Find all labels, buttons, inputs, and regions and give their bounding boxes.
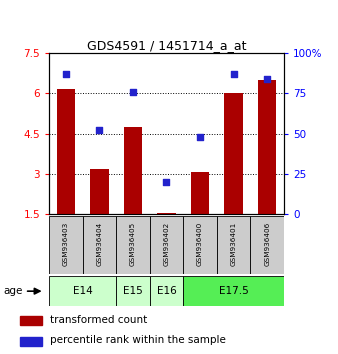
- Text: GSM936401: GSM936401: [231, 222, 237, 266]
- Text: age: age: [3, 286, 23, 296]
- Bar: [250, 216, 284, 274]
- Point: [231, 71, 236, 77]
- Bar: [191, 172, 209, 214]
- Bar: [217, 216, 250, 274]
- Text: GSM936404: GSM936404: [96, 222, 102, 266]
- Text: E15: E15: [123, 286, 143, 296]
- Point: [130, 89, 136, 95]
- Bar: [124, 127, 142, 214]
- Point: [264, 76, 270, 82]
- Bar: [183, 276, 284, 306]
- Text: percentile rank within the sample: percentile rank within the sample: [50, 335, 226, 345]
- Bar: [20, 337, 42, 346]
- Bar: [224, 93, 243, 214]
- Title: GDS4591 / 1451714_a_at: GDS4591 / 1451714_a_at: [87, 39, 246, 52]
- Point: [97, 127, 102, 133]
- Text: E14: E14: [73, 286, 93, 296]
- Bar: [56, 89, 75, 214]
- Bar: [150, 276, 183, 306]
- Bar: [183, 216, 217, 274]
- Bar: [49, 276, 116, 306]
- Text: E16: E16: [156, 286, 176, 296]
- Bar: [116, 276, 150, 306]
- Text: GSM936400: GSM936400: [197, 222, 203, 266]
- Text: GSM936403: GSM936403: [63, 222, 69, 266]
- Point: [164, 179, 169, 185]
- Text: transformed count: transformed count: [50, 315, 147, 325]
- Bar: [116, 216, 150, 274]
- Text: GSM936405: GSM936405: [130, 222, 136, 266]
- Bar: [49, 216, 82, 274]
- Bar: [258, 80, 276, 214]
- Bar: [157, 213, 176, 214]
- Point: [197, 134, 203, 140]
- Point: [63, 71, 69, 77]
- Bar: [90, 169, 108, 214]
- Bar: [82, 216, 116, 274]
- Bar: [20, 316, 42, 325]
- Text: E17.5: E17.5: [219, 286, 248, 296]
- Text: GSM936402: GSM936402: [164, 222, 169, 266]
- Bar: [150, 216, 183, 274]
- Text: GSM936406: GSM936406: [264, 222, 270, 266]
